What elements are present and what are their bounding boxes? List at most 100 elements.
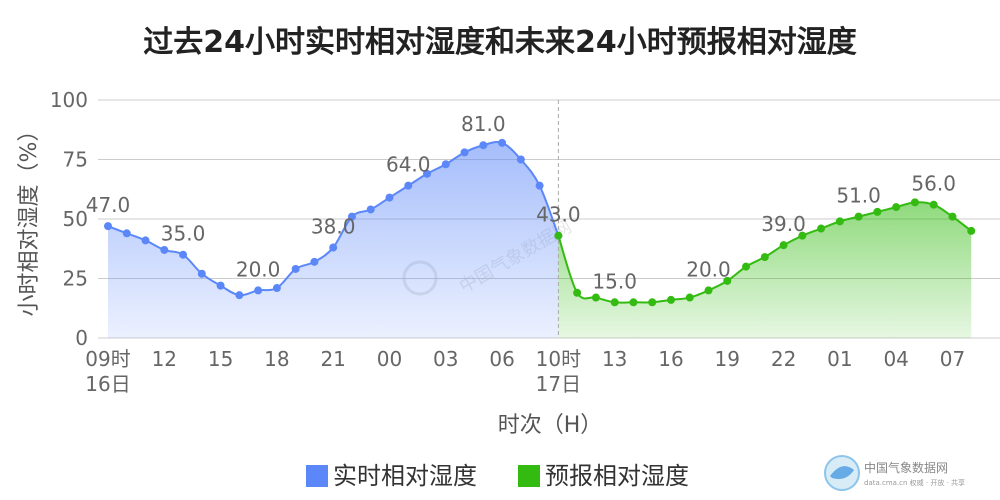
data-point[interactable] bbox=[610, 298, 619, 307]
data-label: 51.0 bbox=[836, 184, 881, 208]
y-tick-label: 0 bbox=[75, 326, 88, 350]
data-point[interactable] bbox=[666, 295, 675, 304]
y-tick-label: 50 bbox=[63, 207, 88, 231]
data-point[interactable] bbox=[516, 155, 525, 164]
data-point[interactable] bbox=[929, 200, 938, 209]
x-tick-label: 00 bbox=[377, 347, 402, 371]
series-area bbox=[558, 202, 972, 338]
legend-swatch-observed bbox=[306, 465, 328, 487]
data-point[interactable] bbox=[535, 181, 544, 190]
data-point[interactable] bbox=[441, 160, 450, 169]
x-tick-label: 22 bbox=[771, 347, 796, 371]
data-point[interactable] bbox=[573, 288, 582, 297]
x-tick-label: 09时 bbox=[85, 347, 130, 371]
data-point[interactable] bbox=[704, 286, 713, 295]
data-point[interactable] bbox=[591, 293, 600, 302]
x-tick-label: 18 bbox=[264, 347, 289, 371]
cma-logo-name: 中国气象数据网 bbox=[864, 460, 948, 475]
data-point[interactable] bbox=[554, 231, 563, 240]
data-point[interactable] bbox=[385, 193, 394, 202]
data-point[interactable] bbox=[723, 276, 732, 285]
x-tick-label: 21 bbox=[320, 347, 345, 371]
data-point[interactable] bbox=[742, 262, 751, 271]
data-point[interactable] bbox=[423, 169, 432, 178]
legend-label-observed: 实时相对湿度 bbox=[333, 462, 477, 490]
legend-label-forecast: 预报相对湿度 bbox=[545, 462, 689, 490]
x-tick-label: 15 bbox=[208, 347, 233, 371]
data-point[interactable] bbox=[272, 284, 281, 293]
x-tick-label: 13 bbox=[602, 347, 627, 371]
legend[interactable]: 实时相对湿度 预报相对湿度 bbox=[306, 462, 689, 490]
data-point[interactable] bbox=[629, 298, 638, 307]
data-point[interactable] bbox=[854, 212, 863, 221]
data-point[interactable] bbox=[329, 243, 338, 252]
x-tick-label: 16日 bbox=[85, 372, 130, 396]
y-tick-label: 100 bbox=[50, 88, 88, 112]
data-label: 47.0 bbox=[86, 193, 131, 217]
x-tick-label: 01 bbox=[827, 347, 852, 371]
x-tick-label: 03 bbox=[433, 347, 458, 371]
legend-item-forecast[interactable]: 预报相对湿度 bbox=[518, 462, 689, 490]
data-point[interactable] bbox=[835, 217, 844, 226]
data-point[interactable] bbox=[460, 148, 469, 157]
data-point[interactable] bbox=[967, 226, 976, 235]
data-point[interactable] bbox=[310, 257, 319, 266]
cma-logo-swirl-icon bbox=[830, 466, 854, 479]
cma-data-logo: 中国气象数据网 data.cma.cn 权威 · 开放 · 共享 bbox=[824, 455, 965, 491]
data-label: 64.0 bbox=[386, 153, 431, 177]
data-point[interactable] bbox=[873, 207, 882, 216]
y-tick-label: 75 bbox=[63, 148, 88, 172]
data-label: 56.0 bbox=[911, 172, 956, 196]
data-point[interactable] bbox=[948, 212, 957, 221]
data-point[interactable] bbox=[817, 224, 826, 233]
x-tick-label: 10时 bbox=[536, 347, 581, 371]
chart-title: 过去24小时实时相对湿度和未来24小时预报相对湿度 bbox=[143, 25, 857, 60]
data-point[interactable] bbox=[104, 222, 112, 231]
cma-logo-sub: data.cma.cn 权威 · 开放 · 共享 bbox=[864, 478, 965, 487]
data-point[interactable] bbox=[404, 181, 413, 190]
data-labels: 47.0 35.0 20.0 38.0 64.0 81.0 43.0 15.0 20.0 39.0… bbox=[86, 112, 956, 293]
x-axis-title: 时次（H） bbox=[498, 413, 603, 438]
data-point[interactable] bbox=[892, 203, 901, 212]
data-point[interactable] bbox=[366, 205, 375, 214]
x-tick-label: 19 bbox=[715, 347, 740, 371]
data-label: 43.0 bbox=[536, 203, 581, 227]
y-tick-labels: 0 25 50 75 100 bbox=[50, 88, 88, 350]
data-point[interactable] bbox=[798, 231, 807, 240]
data-point[interactable] bbox=[479, 141, 488, 150]
x-tick-label: 17日 bbox=[536, 372, 581, 396]
data-point[interactable] bbox=[160, 245, 169, 254]
data-label: 38.0 bbox=[311, 215, 356, 239]
data-label: 15.0 bbox=[592, 269, 637, 293]
data-point[interactable] bbox=[197, 269, 206, 278]
y-tick-label: 25 bbox=[63, 267, 88, 291]
legend-item-observed[interactable]: 实时相对湿度 bbox=[306, 462, 477, 490]
x-tick-label: 04 bbox=[883, 347, 908, 371]
data-point[interactable] bbox=[291, 264, 300, 273]
series-points bbox=[104, 138, 976, 307]
data-point[interactable] bbox=[648, 298, 657, 307]
x-tick-label: 06 bbox=[489, 347, 514, 371]
data-label: 20.0 bbox=[686, 257, 731, 281]
data-label: 39.0 bbox=[761, 212, 806, 236]
data-point[interactable] bbox=[760, 253, 769, 262]
x-tick-label: 16 bbox=[658, 347, 683, 371]
data-point[interactable] bbox=[347, 212, 356, 221]
data-point[interactable] bbox=[235, 291, 244, 300]
data-point[interactable] bbox=[122, 229, 131, 238]
data-point[interactable] bbox=[254, 286, 263, 295]
data-label: 81.0 bbox=[461, 112, 506, 136]
legend-swatch-forecast bbox=[518, 465, 540, 487]
area-fills bbox=[108, 141, 972, 338]
data-point[interactable] bbox=[685, 293, 694, 302]
data-point[interactable] bbox=[141, 236, 150, 245]
data-point[interactable] bbox=[779, 241, 788, 250]
data-point[interactable] bbox=[498, 138, 507, 147]
data-label: 35.0 bbox=[161, 222, 206, 246]
data-label: 20.0 bbox=[236, 257, 281, 281]
data-point[interactable] bbox=[216, 281, 225, 290]
data-point[interactable] bbox=[910, 198, 919, 207]
data-point[interactable] bbox=[179, 250, 188, 259]
x-tick-label: 07 bbox=[940, 347, 965, 371]
